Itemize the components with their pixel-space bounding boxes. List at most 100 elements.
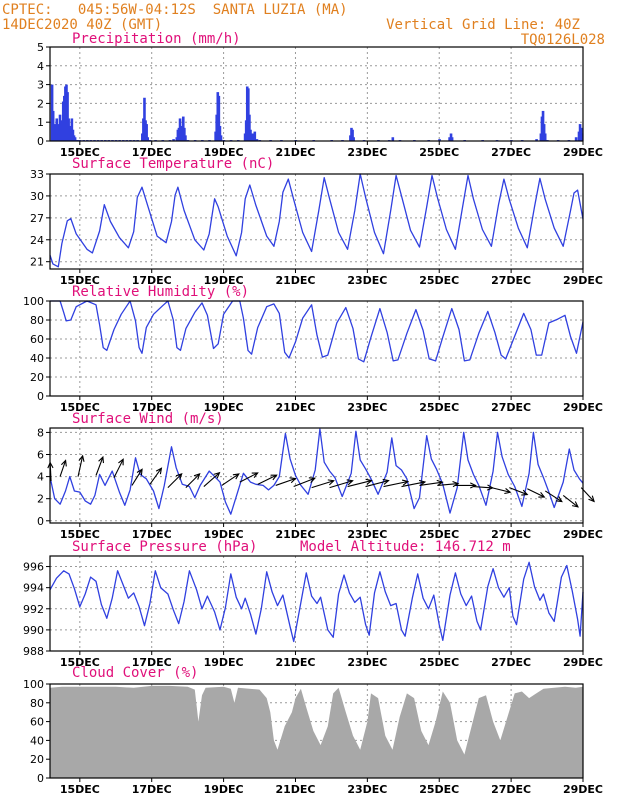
x-tick-label: 15DEC <box>60 401 100 414</box>
wind-arrow <box>562 494 579 508</box>
y-tick-label: 60 <box>30 333 44 346</box>
y-tick-label: 988 <box>23 645 44 658</box>
y-tick-label: 33 <box>30 168 44 181</box>
wind-arrow <box>419 479 444 487</box>
header-run-time: 14DEC2020 40Z (GMT) <box>2 17 162 33</box>
precipitation-bar <box>54 131 57 141</box>
precipitation-bar <box>248 114 251 141</box>
temperature-title: Surface Temperature (nC) <box>72 156 274 172</box>
panel-frame <box>49 300 584 397</box>
y-tick-label: 60 <box>30 716 44 729</box>
x-tick-label: 21DEC <box>275 146 315 159</box>
x-tick-label: 27DEC <box>491 146 531 159</box>
x-tick-label: 21DEC <box>275 656 315 669</box>
wind-arrow <box>131 468 143 486</box>
x-tick-label: 27DEC <box>491 528 531 541</box>
panel-frame <box>49 427 584 524</box>
x-tick-label: 19DEC <box>204 401 244 414</box>
pressure-line <box>49 561 584 643</box>
y-tick-label: 8 <box>37 426 44 439</box>
precipitation-bar <box>66 92 69 141</box>
x-tick-label: 21DEC <box>275 783 315 796</box>
y-tick-label: 992 <box>23 603 44 616</box>
precipitation-bar <box>580 133 584 141</box>
wind-arrow <box>149 467 163 485</box>
header-model: TQ0126L028 <box>521 32 605 48</box>
x-tick-label: 25DEC <box>419 274 459 287</box>
y-tick-label: 20 <box>30 753 44 766</box>
wind-arrow <box>509 487 529 496</box>
precipitation-bar <box>438 139 441 141</box>
wind-arrow <box>167 472 183 489</box>
panel-frame <box>49 173 584 270</box>
wind-arrow <box>401 479 427 488</box>
precipitation-bar <box>143 97 146 141</box>
y-tick-label: 1 <box>37 116 44 129</box>
y-tick-label: 0 <box>37 390 44 403</box>
header-grid-line: Vertical Grid Line: 40Z <box>386 17 580 33</box>
wind-arrow <box>113 458 124 478</box>
precipitation-bar <box>249 129 252 141</box>
precipitation-title: Precipitation (mm/h) <box>72 31 241 47</box>
x-tick-label: 17DEC <box>132 656 172 669</box>
x-tick-label: 29DEC <box>563 274 603 287</box>
wind-arrow <box>257 474 278 485</box>
wind-arrow <box>77 454 85 477</box>
y-tick-label: 30 <box>30 190 44 203</box>
precipitation-bar <box>352 137 355 141</box>
precipitation-bar <box>73 137 77 141</box>
x-tick-label: 27DEC <box>491 401 531 414</box>
y-tick-label: 996 <box>23 561 44 574</box>
x-tick-label: 15DEC <box>60 528 100 541</box>
wind-panel: Surface Wind (m/s) 0 2 4 6 8 15DEC 17DEC 19DEC 2… <box>37 411 603 541</box>
y-tick-label: 5 <box>37 41 44 54</box>
wind-arrow <box>527 488 546 498</box>
precipitation-bar <box>251 133 254 141</box>
y-tick-label: 2 <box>37 493 44 506</box>
x-tick-label: 27DEC <box>491 783 531 796</box>
wind-arrow <box>383 479 410 488</box>
wind-arrow <box>239 472 259 483</box>
x-tick-label: 21DEC <box>275 274 315 287</box>
x-tick-label: 15DEC <box>60 783 100 796</box>
x-tick-label: 17DEC <box>132 783 172 796</box>
wind-arrow <box>347 478 373 488</box>
y-tick-label: 100 <box>23 678 44 691</box>
y-tick-label: 3 <box>37 79 44 92</box>
x-tick-label: 29DEC <box>563 528 603 541</box>
header-location: CPTEC: 045:56W-04:12S SANTA LUZIA (MA) <box>2 2 348 18</box>
precipitation-bar <box>172 139 175 141</box>
humidity-panel: Relative Humidity (%) 0 20 40 60 80 100 15DEC 1… <box>23 284 603 414</box>
wind-arrow <box>203 471 221 487</box>
precipitation-bar <box>218 125 222 141</box>
precipitation-bar <box>219 135 223 141</box>
wind-arrow <box>329 479 354 489</box>
wind-arrow <box>185 472 201 489</box>
panel-frame <box>49 46 584 142</box>
x-tick-label: 25DEC <box>419 146 459 159</box>
humidity-title: Relative Humidity (%) <box>72 284 249 300</box>
x-tick-label: 29DEC <box>563 401 603 414</box>
x-tick-label: 21DEC <box>275 401 315 414</box>
wind-line <box>49 428 584 515</box>
wind-arrow <box>544 490 563 503</box>
x-tick-label: 23DEC <box>347 528 387 541</box>
pressure-title: Surface Pressure (hPa) <box>72 539 257 555</box>
precipitation-bar <box>255 139 259 141</box>
rh-line <box>50 300 584 363</box>
precipitation-panel: Precipitation (mm/h) 0 1 2 3 4 5 15DEC 17DEC 19D… <box>37 31 603 159</box>
precipitation-bar <box>184 135 187 141</box>
temp-line <box>49 173 584 268</box>
wind-title: Surface Wind (m/s) <box>72 411 224 427</box>
wind-arrow <box>275 477 297 486</box>
x-tick-label: 19DEC <box>204 528 244 541</box>
precipitation-bar <box>450 137 454 141</box>
x-tick-label: 25DEC <box>419 656 459 669</box>
x-tick-label: 29DEC <box>563 656 603 669</box>
y-tick-label: 990 <box>23 624 44 637</box>
y-tick-label: 0 <box>37 515 44 528</box>
y-tick-label: 0 <box>37 772 44 785</box>
y-tick-label: 80 <box>30 697 44 710</box>
y-tick-label: 40 <box>30 352 44 365</box>
